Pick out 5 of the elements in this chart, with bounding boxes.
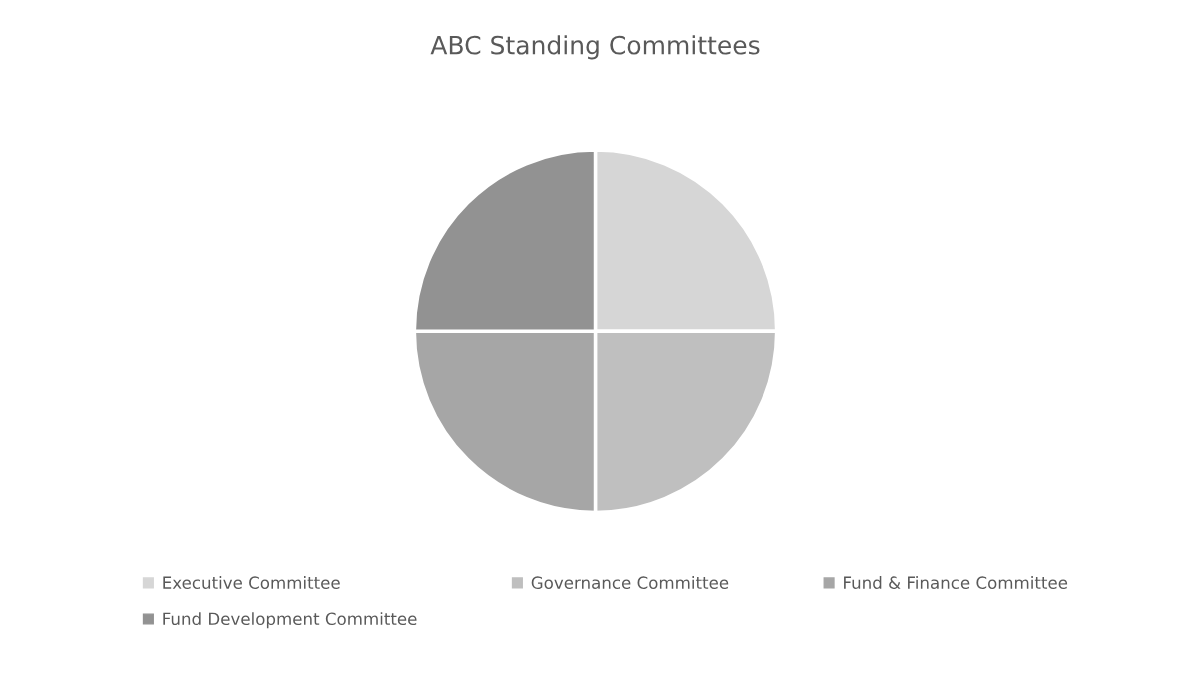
- chart-title: ABC Standing Committees: [430, 35, 760, 60]
- legend-label: Fund Development Committee: [163, 612, 417, 629]
- legend-label: Fund & Finance Committee: [844, 576, 1068, 589]
- legend-label: Governance Committee: [531, 576, 729, 589]
- legend-label: Executive Committee: [163, 576, 340, 589]
